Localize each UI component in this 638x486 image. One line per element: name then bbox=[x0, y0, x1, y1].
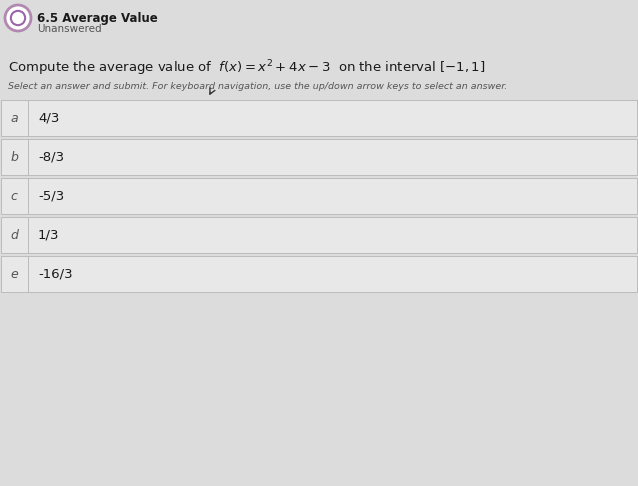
FancyBboxPatch shape bbox=[1, 256, 637, 292]
Text: c: c bbox=[11, 190, 17, 203]
Text: Compute the average value of  $f(x) = x^2 + 4x - 3$  on the interval $[-1, 1]$: Compute the average value of $f(x) = x^2… bbox=[8, 58, 486, 78]
Text: 6.5 Average Value: 6.5 Average Value bbox=[37, 12, 158, 25]
FancyBboxPatch shape bbox=[1, 100, 637, 136]
Text: 4/3: 4/3 bbox=[38, 111, 59, 124]
Text: -16/3: -16/3 bbox=[38, 267, 73, 280]
Text: -5/3: -5/3 bbox=[38, 190, 64, 203]
Text: Select an answer and submit. For keyboard navigation, use the up/down arrow keys: Select an answer and submit. For keyboar… bbox=[8, 82, 507, 91]
FancyBboxPatch shape bbox=[1, 217, 637, 253]
Text: a: a bbox=[10, 111, 18, 124]
Text: 1/3: 1/3 bbox=[38, 228, 59, 242]
FancyBboxPatch shape bbox=[1, 139, 637, 175]
Text: b: b bbox=[10, 151, 18, 163]
FancyBboxPatch shape bbox=[1, 178, 637, 214]
Circle shape bbox=[5, 5, 31, 31]
Circle shape bbox=[11, 11, 25, 25]
Text: Unanswered: Unanswered bbox=[37, 24, 101, 34]
Text: e: e bbox=[10, 267, 18, 280]
Text: -8/3: -8/3 bbox=[38, 151, 64, 163]
Text: d: d bbox=[10, 228, 18, 242]
